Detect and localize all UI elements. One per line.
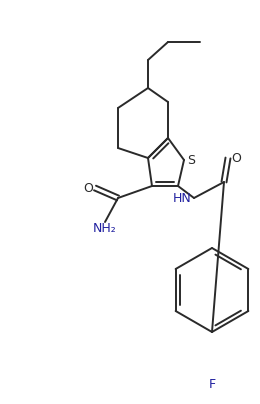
Text: O: O — [83, 181, 93, 194]
Text: O: O — [231, 152, 241, 164]
Text: F: F — [209, 379, 216, 391]
Text: S: S — [187, 154, 195, 166]
Text: HN: HN — [172, 191, 191, 204]
Text: NH₂: NH₂ — [93, 222, 117, 235]
